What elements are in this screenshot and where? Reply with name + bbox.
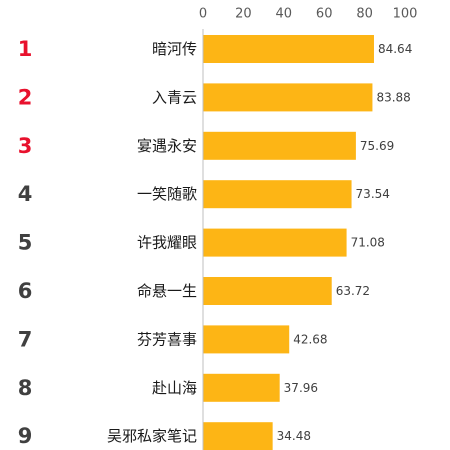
value-label: 84.64 xyxy=(378,42,412,56)
x-tick-label: 0 xyxy=(199,7,207,22)
bar-row: 7 芬芳喜事 42.68 xyxy=(18,325,328,354)
category-label: 入青云 xyxy=(152,88,197,106)
x-tick-label: 100 xyxy=(393,7,418,22)
category-label: 宴遇永安 xyxy=(137,137,197,155)
bar xyxy=(203,325,290,354)
bar xyxy=(203,180,352,209)
value-label: 63.72 xyxy=(336,284,370,298)
value-label: 73.54 xyxy=(356,187,390,201)
rank-label: 8 xyxy=(18,376,33,400)
rank-label: 9 xyxy=(18,424,33,448)
value-label: 37.96 xyxy=(284,381,318,395)
rank-label: 1 xyxy=(18,37,33,61)
x-tick-label: 20 xyxy=(235,7,252,22)
bar xyxy=(203,35,374,63)
value-label: 75.69 xyxy=(360,139,394,153)
bar xyxy=(203,422,273,450)
rank-label: 6 xyxy=(18,279,33,303)
rank-label: 5 xyxy=(18,231,33,255)
x-tick-label: 40 xyxy=(276,7,293,22)
bar-row: 5 许我耀眼 71.08 xyxy=(18,228,385,257)
category-label: 一笑随歌 xyxy=(137,185,197,203)
category-label: 芬芳喜事 xyxy=(137,330,197,348)
rank-label: 7 xyxy=(18,327,33,351)
bar-row: 2 入青云 83.88 xyxy=(18,83,411,112)
bar-row: 6 命悬一生 63.72 xyxy=(18,277,370,305)
value-label: 34.48 xyxy=(277,429,311,443)
value-label: 42.68 xyxy=(293,332,327,346)
bar-row: 4 一笑随歌 73.54 xyxy=(18,180,390,209)
category-label: 赴山海 xyxy=(152,379,197,397)
category-label: 暗河传 xyxy=(152,40,197,58)
bar-row: 3 宴遇永安 75.69 xyxy=(18,131,394,160)
x-tick-label: 60 xyxy=(316,7,333,22)
bar-rows: 1 暗河传 84.64 2 入青云 83.88 3 宴遇永安 75.69 4 一笑随歌 73.54 5 许… xyxy=(18,35,412,450)
bar-row: 8 赴山海 37.96 xyxy=(18,373,318,402)
rank-label: 2 xyxy=(18,85,33,109)
x-tick-label: 80 xyxy=(356,7,373,22)
value-label: 83.88 xyxy=(376,90,410,104)
bar xyxy=(203,131,356,160)
category-label: 吴邪私家笔记 xyxy=(107,427,197,445)
category-label: 命悬一生 xyxy=(137,282,197,300)
x-axis-ticks: 0 20 40 60 80 100 xyxy=(199,7,418,22)
rank-label: 4 xyxy=(18,182,33,206)
category-label: 许我耀眼 xyxy=(137,234,197,252)
bar xyxy=(203,277,332,305)
bar-row: 1 暗河传 84.64 xyxy=(18,35,412,63)
bar xyxy=(203,373,280,402)
rank-label: 3 xyxy=(18,134,33,158)
bar xyxy=(203,83,373,112)
value-label: 71.08 xyxy=(351,236,385,250)
bar xyxy=(203,228,347,257)
bar-row: 9 吴邪私家笔记 34.48 xyxy=(18,422,311,450)
